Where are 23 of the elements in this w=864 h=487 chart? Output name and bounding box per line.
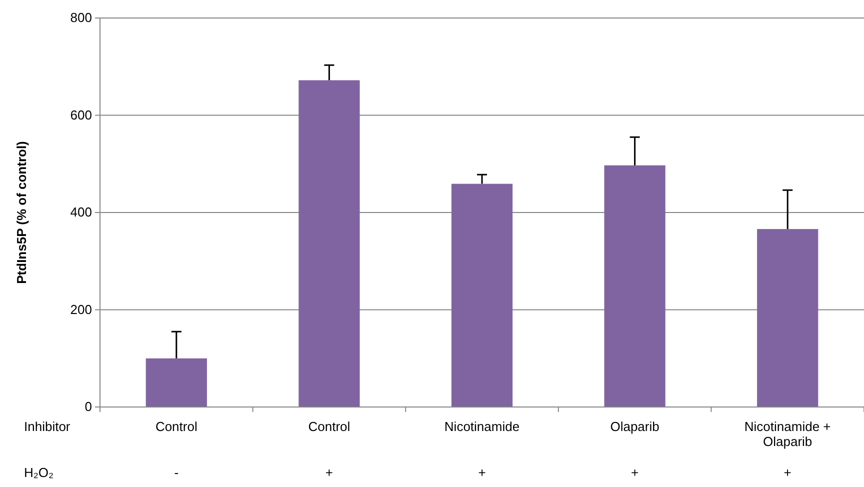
y-tick-label: 600 (70, 107, 92, 122)
text: + (631, 465, 639, 480)
x-tick-label: Control (155, 419, 198, 434)
y-axis-title: PtdIns5P (% of control) (14, 141, 29, 284)
x-tick-label: Nicotinamide (444, 419, 520, 434)
bar (146, 358, 207, 407)
bar (604, 165, 666, 407)
text: + (784, 465, 792, 480)
bar (298, 80, 360, 407)
text: + (478, 465, 486, 480)
x-tick-label: Control (308, 419, 350, 434)
x-tick-label: Nicotinamide + Olaparib (744, 419, 831, 449)
y-tick-label: 0 (84, 399, 92, 414)
bar (757, 229, 818, 407)
y-tick-label: 200 (70, 302, 92, 317)
bar (451, 184, 513, 407)
y-tick-label: 800 (70, 10, 92, 26)
text: H₂O₂ (24, 465, 54, 480)
text: Inhibitor (24, 419, 71, 434)
y-tick-label: 400 (70, 204, 92, 220)
text: - (174, 465, 179, 480)
text: + (325, 465, 333, 480)
x-tick-label: Olaparib (610, 419, 660, 434)
